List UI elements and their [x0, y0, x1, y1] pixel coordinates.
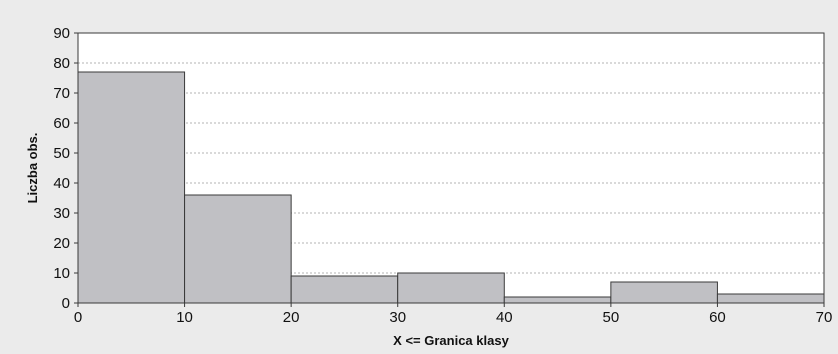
x-tick-label: 40 [496, 309, 513, 326]
y-tick-label: 60 [53, 115, 70, 132]
x-axis-title: X <= Granica klasy [393, 333, 509, 348]
y-tick-label: 0 [62, 295, 70, 312]
x-tick-label: 10 [176, 309, 193, 326]
histogram-bar [716, 293, 825, 304]
x-axis: 0 10 20 30 40 50 60 70 [74, 303, 833, 326]
y-tick-label: 80 [53, 55, 70, 72]
y-tick-label: 40 [53, 175, 70, 192]
y-tick-label: 20 [53, 235, 70, 252]
x-tick-label: 20 [283, 309, 300, 326]
y-axis-title: Liczba obs. [25, 133, 40, 204]
x-tick-label: 60 [709, 309, 726, 326]
x-tick-label: 50 [603, 309, 620, 326]
histogram-bar [610, 281, 718, 304]
y-tick-label: 50 [53, 145, 70, 162]
x-tick-label: 30 [389, 309, 406, 326]
histogram-bar [290, 275, 399, 304]
histogram-bar [184, 194, 292, 304]
y-axis: 0 10 20 30 40 50 60 70 80 90 [53, 25, 78, 312]
y-tick-label: 70 [53, 85, 70, 102]
y-tick-label: 10 [53, 265, 70, 282]
histogram-bar [397, 272, 505, 304]
y-tick-label: 90 [53, 25, 70, 42]
y-tick-label: 30 [53, 205, 70, 222]
histogram-bar [503, 296, 612, 304]
x-tick-label: 70 [816, 309, 833, 326]
plot-frame [77, 32, 825, 304]
x-tick-label: 0 [74, 309, 82, 326]
bars [77, 71, 825, 304]
histogram-bar [77, 71, 186, 304]
